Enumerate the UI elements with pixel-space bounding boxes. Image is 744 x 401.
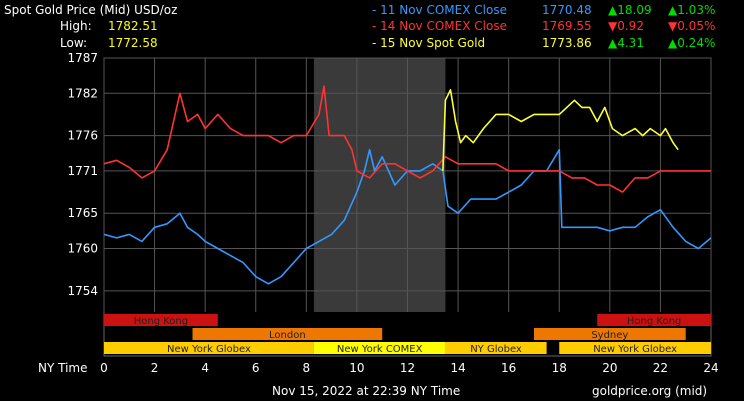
session-label: NY Globex bbox=[470, 344, 522, 355]
x-tick-label: 2 bbox=[151, 361, 159, 375]
legend-pct: ▲1.03% bbox=[668, 3, 716, 17]
legend-change: ▼0.92 bbox=[608, 19, 644, 33]
series-line bbox=[103, 148, 712, 285]
legend-pct: ▲0.24% bbox=[668, 36, 716, 50]
legend-change: ▲18.09 bbox=[608, 3, 652, 17]
legend-name: - 11 Nov COMEX Close bbox=[372, 3, 507, 17]
session-bar bbox=[559, 342, 711, 354]
legend-row-14nov: - 14 Nov COMEX Close 1769.55 ▼0.92 ▼0.05… bbox=[372, 19, 744, 35]
legend-row-15nov: - 15 Nov Spot Gold 1773.86 ▲4.31 ▲0.24% bbox=[372, 36, 744, 52]
legend-pct: ▼0.05% bbox=[668, 19, 716, 33]
session-bar bbox=[104, 314, 218, 326]
session-bar bbox=[192, 328, 383, 340]
session-label: New York Globex bbox=[593, 344, 677, 355]
session-label: Sydney bbox=[591, 330, 628, 341]
series-line bbox=[442, 89, 679, 171]
x-tick-label: 22 bbox=[653, 361, 668, 375]
y-tick-label: 1754 bbox=[67, 284, 98, 298]
x-tick-label: 20 bbox=[602, 361, 617, 375]
session-bar bbox=[533, 328, 686, 340]
low-value: 1772.58 bbox=[108, 36, 158, 50]
high-label: High: bbox=[60, 19, 92, 33]
x-tick-label: 6 bbox=[252, 361, 260, 375]
series-line bbox=[103, 85, 711, 193]
session-label: Hong Kong bbox=[134, 316, 188, 327]
low-label: Low: bbox=[60, 36, 88, 50]
session-label: London bbox=[269, 330, 306, 341]
x-tick-label: 12 bbox=[400, 361, 415, 375]
x-tick-label: 24 bbox=[703, 361, 718, 375]
session-bar bbox=[104, 342, 314, 354]
x-tick-label: 14 bbox=[450, 361, 465, 375]
x-tick-label: 8 bbox=[303, 361, 311, 375]
x-tick-label: 18 bbox=[552, 361, 567, 375]
session-label: New York COMEX bbox=[337, 344, 423, 355]
legend-name: - 14 Nov COMEX Close bbox=[372, 19, 507, 33]
y-tick-label: 1776 bbox=[67, 129, 98, 143]
chart-timestamp: Nov 15, 2022 at 22:39 NY Time bbox=[272, 384, 461, 398]
x-tick-label: 16 bbox=[501, 361, 516, 375]
high-value: 1782.51 bbox=[108, 19, 158, 33]
chart-title: Spot Gold Price (Mid) USD/oz bbox=[4, 3, 178, 17]
x-tick-label: 0 bbox=[100, 361, 108, 375]
legend-row-11nov: - 11 Nov COMEX Close 1770.48 ▲18.09 ▲1.0… bbox=[372, 3, 744, 19]
y-tick-label: 1787 bbox=[67, 51, 98, 65]
x-tick-label: 4 bbox=[201, 361, 209, 375]
comex-session-highlight bbox=[313, 58, 446, 312]
legend-name: - 15 Nov Spot Gold bbox=[372, 36, 486, 50]
session-bar bbox=[313, 342, 446, 354]
legend-price: 1769.55 bbox=[542, 19, 592, 33]
session-bar bbox=[597, 314, 711, 326]
session-label: Hong Kong bbox=[627, 316, 681, 327]
y-tick-label: 1760 bbox=[67, 242, 98, 256]
legend-price: 1770.48 bbox=[542, 3, 592, 17]
session-label: New York Globex bbox=[167, 344, 251, 355]
x-tick-label: 10 bbox=[349, 361, 364, 375]
x-axis-title: NY Time bbox=[38, 361, 88, 375]
y-tick-label: 1782 bbox=[67, 86, 98, 100]
legend-price: 1773.86 bbox=[542, 36, 592, 50]
session-bar bbox=[445, 342, 547, 354]
chart-source: goldprice.org (mid) bbox=[592, 384, 708, 398]
legend-change: ▲4.31 bbox=[608, 36, 644, 50]
y-tick-label: 1771 bbox=[67, 164, 98, 178]
y-tick-label: 1765 bbox=[67, 206, 98, 220]
